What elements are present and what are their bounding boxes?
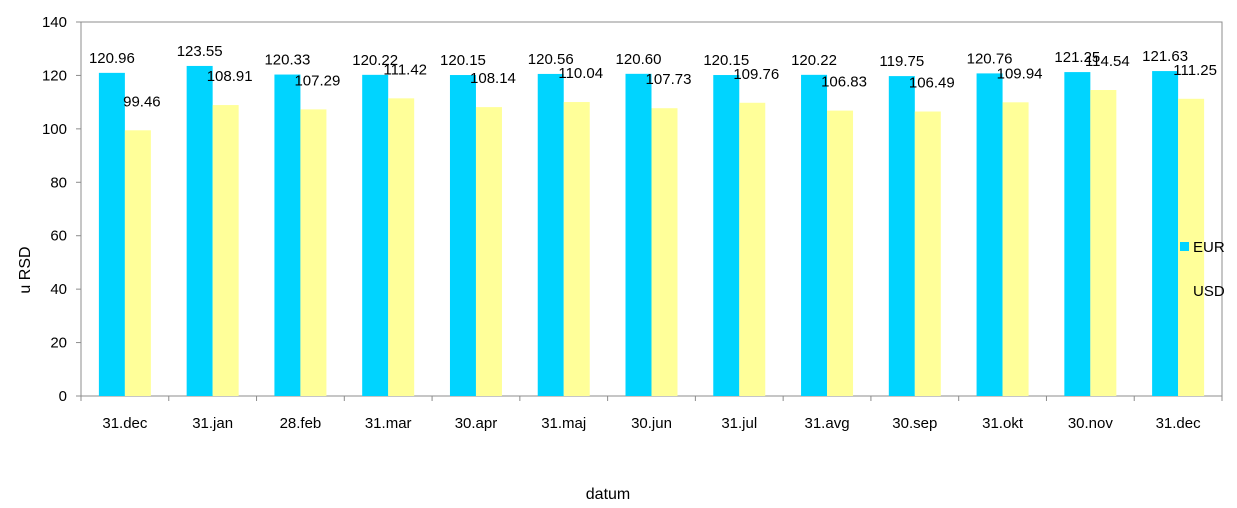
x-tick-label: 31.jan bbox=[192, 415, 233, 432]
data-label-usd: 114.54 bbox=[1085, 53, 1130, 70]
bar-usd bbox=[739, 102, 766, 396]
data-label-eur: 120.22 bbox=[352, 52, 398, 69]
y-tick-label: 100 bbox=[42, 121, 67, 138]
data-label-eur: 120.22 bbox=[791, 52, 837, 69]
data-label-usd: 109.94 bbox=[997, 65, 1043, 82]
legend-swatch-eur bbox=[1180, 242, 1189, 251]
y-tick-label: 40 bbox=[50, 281, 67, 298]
data-label-usd: 107.73 bbox=[646, 71, 692, 88]
y-tick-label: 120 bbox=[42, 67, 67, 84]
x-tick-label: 31.mar bbox=[365, 415, 412, 432]
y-tick-label: 0 bbox=[59, 388, 67, 405]
data-label-eur: 120.33 bbox=[264, 52, 310, 69]
legend-swatch-usd bbox=[1180, 286, 1189, 295]
bar-usd bbox=[1002, 102, 1029, 396]
data-label-eur: 120.76 bbox=[967, 50, 1013, 67]
x-tick-label: 31.dec bbox=[1156, 415, 1202, 432]
bar-eur bbox=[537, 73, 564, 397]
bar-usd bbox=[563, 102, 590, 396]
y-axis-title: u RSD bbox=[17, 246, 34, 293]
bar-eur bbox=[186, 65, 213, 396]
bar-usd bbox=[475, 107, 502, 396]
data-label-eur: 123.55 bbox=[177, 43, 223, 60]
x-tick-label: 31.jul bbox=[721, 415, 757, 432]
bar-usd bbox=[212, 105, 239, 396]
data-label-usd: 107.29 bbox=[294, 72, 340, 89]
bar-usd bbox=[914, 111, 941, 397]
x-tick-label: 30.jun bbox=[631, 415, 672, 432]
data-label-eur: 120.15 bbox=[440, 52, 486, 69]
data-label-usd: 108.14 bbox=[470, 70, 516, 87]
x-tick-label: 28.feb bbox=[280, 415, 322, 432]
data-label-usd: 109.76 bbox=[733, 66, 779, 83]
bar-eur bbox=[274, 74, 301, 396]
data-label-eur: 120.56 bbox=[528, 51, 574, 68]
bar-eur bbox=[801, 74, 828, 397]
legend-label-usd: USD bbox=[1193, 283, 1225, 300]
y-tick-label: 20 bbox=[50, 335, 67, 352]
bar-eur bbox=[362, 74, 389, 397]
bar-eur bbox=[1152, 71, 1179, 396]
data-label-usd: 111.25 bbox=[1173, 62, 1217, 79]
bar-eur bbox=[1064, 72, 1091, 396]
bar-usd bbox=[300, 109, 327, 396]
data-label-usd: 108.91 bbox=[207, 68, 253, 85]
bar-usd bbox=[827, 110, 854, 397]
data-label-usd: 111.42 bbox=[383, 61, 427, 78]
data-label-usd: 110.04 bbox=[558, 65, 603, 82]
legend-label-eur: EUR bbox=[1193, 239, 1225, 256]
y-tick-label: 140 bbox=[42, 14, 67, 31]
data-label-eur: 120.60 bbox=[616, 51, 662, 68]
x-tick-label: 30.apr bbox=[455, 415, 498, 432]
bar-usd bbox=[1090, 90, 1117, 396]
data-label-usd: 106.83 bbox=[821, 74, 867, 91]
data-label-usd: 106.49 bbox=[909, 75, 955, 92]
bar-eur bbox=[449, 75, 476, 396]
data-label-eur: 119.75 bbox=[879, 53, 924, 70]
y-tick-label: 80 bbox=[50, 174, 67, 191]
bar-eur bbox=[713, 75, 740, 396]
x-tick-label: 31.avg bbox=[805, 415, 850, 432]
bar-usd bbox=[124, 130, 151, 396]
bar-eur bbox=[625, 73, 652, 396]
data-label-eur: 121.63 bbox=[1142, 48, 1188, 65]
data-label-eur: 121.25 bbox=[1054, 49, 1100, 66]
data-label-eur: 120.15 bbox=[703, 52, 749, 69]
bar-usd bbox=[651, 108, 678, 396]
bar-eur bbox=[888, 76, 915, 396]
x-tick-label: 31.okt bbox=[982, 415, 1024, 432]
x-tick-label: 30.sep bbox=[892, 415, 937, 432]
x-tick-label: 31.dec bbox=[102, 415, 148, 432]
bar-eur bbox=[98, 72, 125, 396]
data-label-usd: 99.46 bbox=[123, 93, 161, 110]
x-tick-label: 30.nov bbox=[1068, 415, 1114, 432]
x-tick-label: 31.maj bbox=[541, 415, 586, 432]
bar-eur bbox=[976, 73, 1003, 396]
legend: EUR USD bbox=[1180, 239, 1225, 300]
bar-usd bbox=[388, 98, 415, 396]
y-tick-label: 60 bbox=[50, 228, 67, 245]
x-axis-title: datum bbox=[586, 486, 630, 503]
data-label-eur: 120.96 bbox=[89, 50, 135, 67]
